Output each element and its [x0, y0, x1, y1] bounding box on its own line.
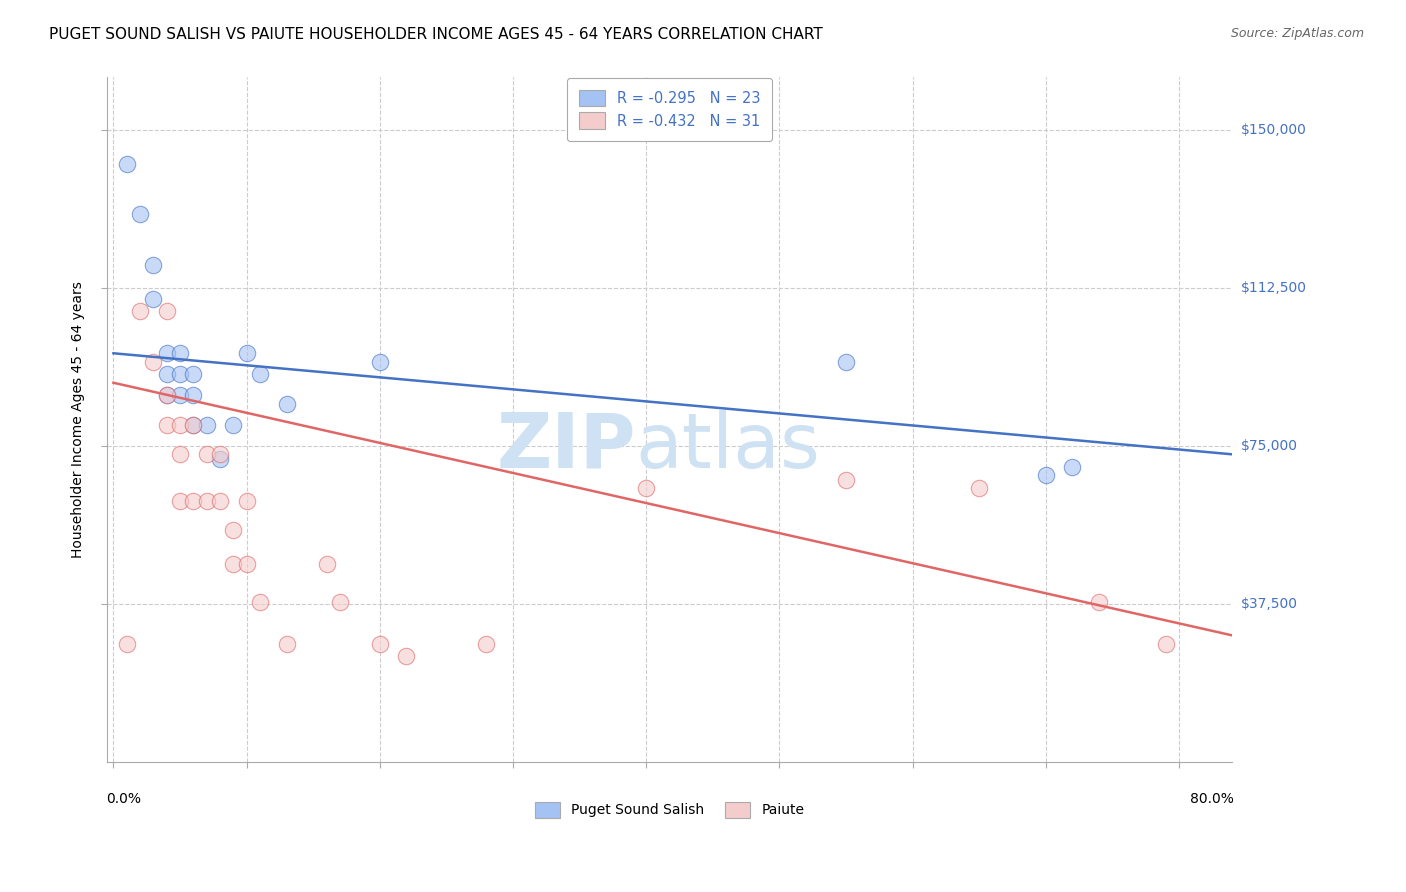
Point: [195, 417, 218, 432]
Point: [208, 447, 231, 461]
Text: atlas: atlas: [636, 410, 821, 484]
Point: [368, 637, 391, 651]
Point: [835, 354, 858, 368]
Point: [183, 388, 205, 402]
Point: [156, 417, 179, 432]
Text: $112,500: $112,500: [1240, 281, 1306, 295]
Point: [475, 637, 498, 651]
Point: [156, 368, 179, 382]
Text: $150,000: $150,000: [1240, 123, 1306, 137]
Point: [1088, 595, 1111, 609]
Point: [169, 493, 191, 508]
Point: [156, 346, 179, 360]
Point: [835, 473, 858, 487]
Point: [235, 346, 257, 360]
Text: $37,500: $37,500: [1240, 597, 1298, 611]
Text: 80.0%: 80.0%: [1189, 792, 1233, 805]
Point: [235, 557, 257, 571]
Point: [115, 157, 138, 171]
Point: [276, 637, 298, 651]
Point: [329, 595, 352, 609]
Point: [142, 258, 165, 272]
Point: [183, 368, 205, 382]
Point: [1035, 468, 1057, 483]
Point: [249, 595, 271, 609]
Point: [208, 451, 231, 466]
Point: [169, 346, 191, 360]
Point: [169, 447, 191, 461]
Legend: Puget Sound Salish, Paiute: Puget Sound Salish, Paiute: [530, 796, 810, 823]
Point: [156, 388, 179, 402]
Point: [222, 557, 245, 571]
Text: Source: ZipAtlas.com: Source: ZipAtlas.com: [1230, 27, 1364, 40]
Point: [115, 637, 138, 651]
Point: [368, 354, 391, 368]
Point: [208, 493, 231, 508]
Text: 0.0%: 0.0%: [105, 792, 141, 805]
Point: [222, 417, 245, 432]
Point: [1062, 460, 1084, 475]
Point: [315, 557, 337, 571]
Point: [636, 481, 658, 495]
Point: [156, 304, 179, 318]
Point: [169, 388, 191, 402]
Text: $75,000: $75,000: [1240, 439, 1298, 453]
Point: [183, 417, 205, 432]
Point: [129, 304, 152, 318]
Point: [195, 493, 218, 508]
Point: [129, 207, 152, 221]
Point: [395, 649, 418, 664]
Text: PUGET SOUND SALISH VS PAIUTE HOUSEHOLDER INCOME AGES 45 - 64 YEARS CORRELATION C: PUGET SOUND SALISH VS PAIUTE HOUSEHOLDER…: [49, 27, 823, 42]
Point: [142, 354, 165, 368]
Point: [183, 493, 205, 508]
Point: [195, 447, 218, 461]
Point: [276, 397, 298, 411]
Point: [222, 523, 245, 537]
Point: [183, 417, 205, 432]
Point: [235, 493, 257, 508]
Point: [156, 388, 179, 402]
Point: [169, 417, 191, 432]
Y-axis label: Householder Income Ages 45 - 64 years: Householder Income Ages 45 - 64 years: [72, 281, 86, 558]
Point: [967, 481, 990, 495]
Point: [169, 368, 191, 382]
Text: ZIP: ZIP: [496, 410, 636, 484]
Point: [1154, 637, 1177, 651]
Point: [142, 292, 165, 306]
Point: [249, 368, 271, 382]
